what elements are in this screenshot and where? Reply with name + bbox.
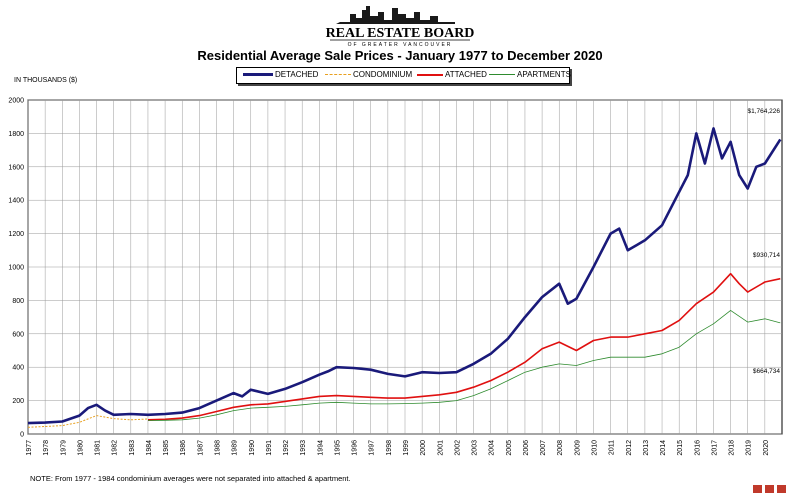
- x-tick-label: 2005: [506, 440, 513, 456]
- x-tick-label: 1999: [403, 440, 410, 456]
- x-tick-label: 2001: [437, 440, 444, 456]
- x-tick-label: 1983: [129, 440, 136, 456]
- x-tick-label: 1986: [180, 440, 187, 456]
- y-tick-label: 1600: [8, 164, 24, 171]
- x-tick-label: 2008: [557, 440, 564, 456]
- x-tick-label: 2003: [472, 440, 479, 456]
- legend-label-condominium: CONDOMINIUM: [353, 70, 413, 79]
- x-tick-label: 2020: [763, 440, 770, 456]
- x-tick-label: 2002: [454, 440, 461, 456]
- x-tick-label: 1990: [249, 440, 256, 456]
- y-tick-label: 1000: [8, 265, 24, 272]
- x-tick-label: 1987: [197, 440, 204, 456]
- legend-swatch-apartments: [489, 74, 515, 75]
- logo-title: REAL ESTATE BOARD: [326, 26, 475, 41]
- x-tick-label: 2009: [574, 440, 581, 456]
- x-tick-label: 1989: [232, 440, 239, 456]
- x-tick-label: 2014: [660, 440, 667, 456]
- x-tick-label: 1993: [300, 440, 307, 456]
- logo: REAL ESTATE BOARD OF GREATER VANCOUVER: [0, 4, 800, 48]
- y-tick-label: 200: [12, 398, 24, 405]
- x-tick-label: 2015: [677, 440, 684, 456]
- legend-label-apartments: APARTMENTS: [517, 70, 571, 79]
- legend-label-attached: ATTACHED: [445, 70, 487, 79]
- x-tick-label: 1994: [317, 440, 324, 456]
- skyline-logo-icon: REAL ESTATE BOARD OF GREATER VANCOUVER: [326, 6, 475, 48]
- chart-title: Residential Average Sale Prices - Januar…: [197, 48, 603, 63]
- series-line-apartments: [147, 309, 781, 421]
- y-tick-label: 600: [12, 331, 24, 338]
- x-tick-label: 1998: [386, 440, 393, 456]
- y-tick-label: 2000: [8, 98, 24, 105]
- x-tick-label: 1995: [334, 440, 341, 456]
- x-tick-label: 2004: [489, 440, 496, 456]
- y-tick-label: 1800: [8, 131, 24, 138]
- x-tick-label: 2013: [643, 440, 650, 456]
- annotation-apartments: $664,734: [753, 368, 780, 375]
- x-tick-label: 2000: [420, 440, 427, 456]
- x-tick-label: 1980: [77, 440, 84, 456]
- x-tick-label: 1985: [163, 440, 170, 456]
- logo-subtitle: OF GREATER VANCOUVER: [348, 42, 453, 48]
- y-tick-label: 800: [12, 298, 24, 305]
- x-tick-label: 2017: [711, 440, 718, 456]
- legend-swatch-condominium: [325, 74, 351, 75]
- x-tick-label: 1988: [215, 440, 222, 456]
- x-tick-label: 1978: [43, 440, 50, 456]
- x-tick-label: 1984: [146, 440, 153, 456]
- legend: DETACHED CONDOMINIUM ATTACHED APARTMENTS: [236, 67, 571, 84]
- x-tick-label: 1979: [60, 440, 67, 456]
- x-tick-label: 2018: [729, 440, 736, 456]
- x-tick-label: 2010: [592, 440, 599, 456]
- y-tick-label: 400: [12, 365, 24, 372]
- y-tick-label: 1400: [8, 198, 24, 205]
- footer-note: NOTE: From 1977 - 1984 condominium avera…: [30, 474, 351, 483]
- annotation-attached: $930,714: [753, 252, 780, 259]
- x-tick-label: 1992: [283, 440, 290, 456]
- legend-swatch-detached: [243, 73, 273, 76]
- x-tick-label: 1991: [266, 440, 273, 456]
- y-tick-label: 0: [20, 432, 24, 439]
- y-tick-label: 1200: [8, 231, 24, 238]
- x-tick-label: 2012: [626, 440, 633, 456]
- x-tick-label: 2011: [609, 440, 616, 455]
- x-tick-label: 2016: [694, 440, 701, 456]
- x-tick-label: 1996: [352, 440, 359, 456]
- x-tick-label: 2019: [746, 440, 753, 456]
- x-tick-label: 1981: [95, 440, 102, 456]
- annotation-detached: $1,764,226: [747, 108, 780, 115]
- x-tick-label: 1997: [369, 440, 376, 456]
- series-line-detached: [27, 127, 782, 425]
- legend-swatch-attached: [417, 74, 443, 76]
- x-tick-label: 2007: [540, 440, 547, 456]
- mls-badge-icon: [753, 485, 786, 493]
- x-tick-label: 1977: [26, 440, 33, 456]
- legend-label-detached: DETACHED: [275, 70, 319, 79]
- series-line-condominium: [27, 415, 149, 428]
- x-tick-label: 2006: [523, 440, 530, 456]
- series-line-attached: [147, 272, 781, 421]
- x-tick-label: 1982: [112, 440, 119, 456]
- y-axis-unit-label: IN THOUSANDS ($): [14, 77, 78, 84]
